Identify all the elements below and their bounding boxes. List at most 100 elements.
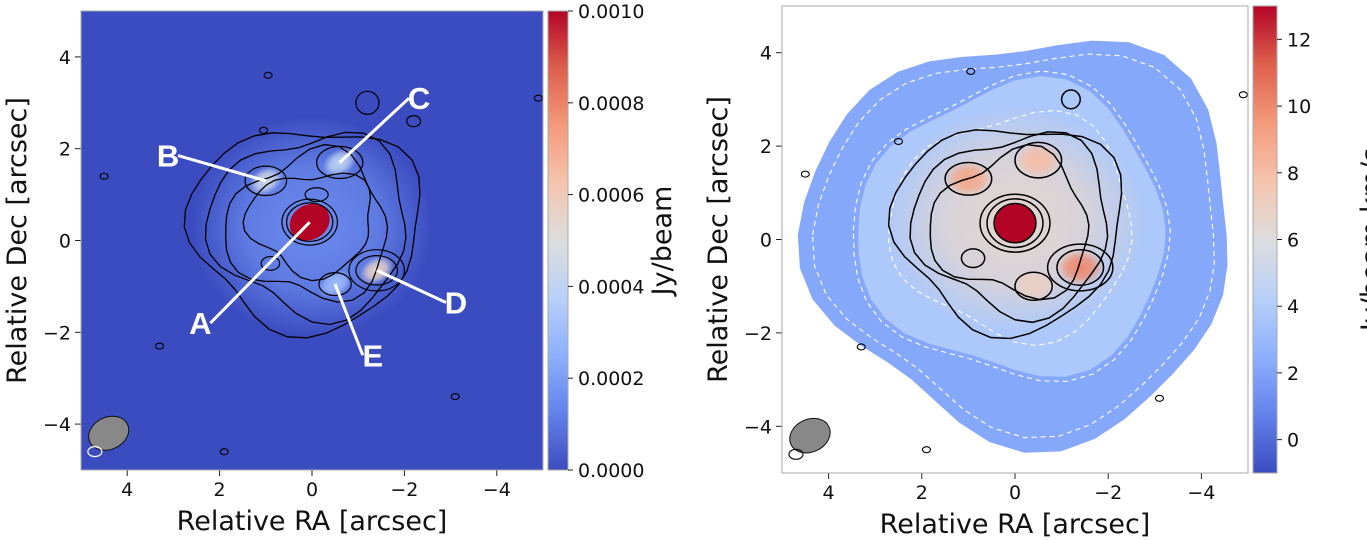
- left-noise-contour: [263, 71, 273, 79]
- left-ytick-label: 4: [59, 47, 71, 69]
- right-contour: [979, 193, 1051, 253]
- right-colorbar: [1252, 5, 1278, 474]
- left-ytick-label: 2: [59, 139, 71, 161]
- annotation-label-D: D: [445, 285, 467, 320]
- left-contour: [285, 202, 334, 243]
- left-contour: [355, 90, 380, 115]
- left-ytick-label: 0: [59, 231, 71, 253]
- right-noise-contour: [921, 446, 932, 454]
- left-contour: [204, 131, 407, 326]
- right-contour: [1046, 243, 1114, 292]
- left-contour: [242, 172, 372, 282]
- right-colorbar-tick-label: 4: [1287, 296, 1299, 318]
- right-xtick-label: −4: [1187, 482, 1215, 504]
- annotation-label-A: A: [189, 306, 211, 341]
- left-contour: [281, 198, 339, 246]
- left-colorbar-tick-label: 0.0010: [578, 1, 644, 23]
- left-beam: [88, 415, 130, 451]
- right-contour: [960, 248, 986, 269]
- right-beam-contour: [788, 448, 804, 460]
- right-contour: [1014, 141, 1063, 179]
- left-colorbar-label: Jy/beam: [647, 186, 678, 298]
- left-frame: [80, 10, 544, 471]
- right-ytick-label: 4: [760, 43, 772, 65]
- annotation-line-C: [338, 97, 411, 164]
- right-colorbar-tick-label: 6: [1287, 230, 1299, 252]
- right-colorbar-tick-label: 10: [1287, 96, 1311, 118]
- left-colorbar-tick-label: 0.0004: [578, 276, 644, 298]
- left-contour: [355, 255, 399, 286]
- left-colorbar: [547, 10, 569, 471]
- right-xtick-label: −2: [1094, 482, 1122, 504]
- left-contour: [406, 115, 422, 128]
- right-contour: [887, 129, 1123, 340]
- right-colorbar-tick-label: 2: [1287, 363, 1299, 385]
- right-ytick-label: 2: [760, 136, 772, 158]
- left-colorbar-tick-label: 0.0008: [578, 93, 644, 115]
- right-noise-contour: [800, 170, 810, 178]
- right-colorbar-tick-label: 12: [1287, 29, 1311, 51]
- left-contour: [304, 187, 329, 203]
- right-colorbar-tick-label: 8: [1287, 163, 1299, 185]
- right-contour: [1060, 89, 1081, 110]
- left-image: [81, 11, 543, 470]
- right-ylabel: Relative Dec [arcsec]: [703, 96, 734, 383]
- left-noise-contour: [533, 94, 543, 102]
- left-contour: [316, 145, 364, 180]
- right-contour: [909, 131, 1109, 324]
- left-colorbar-tick-label: 0.0002: [578, 368, 644, 390]
- right-contour: [929, 143, 1090, 301]
- right-ytick-label: −2: [744, 323, 772, 345]
- left-contour: [348, 249, 405, 292]
- left-colorbar-tick-label: 0.0000: [578, 460, 644, 482]
- left-xtick-label: 2: [214, 479, 226, 501]
- right-beam: [789, 417, 831, 454]
- left-contour: [225, 143, 389, 303]
- right-image: [782, 6, 1248, 473]
- annotation-label-E: E: [362, 338, 383, 373]
- annotation-label-B: B: [157, 139, 179, 174]
- left-ylabel: Relative Dec [arcsec]: [2, 97, 33, 384]
- left-ytick-label: −2: [43, 322, 71, 344]
- annotation-line-A: [209, 221, 311, 325]
- right-noise-contour: [856, 343, 866, 351]
- right-frame: [781, 5, 1249, 474]
- left-xtick-label: 4: [121, 479, 133, 501]
- right-feature: [1010, 268, 1057, 304]
- right-dashed-contour: [888, 109, 1133, 347]
- left-xlabel: Relative RA [arcsec]: [177, 506, 448, 537]
- left-ytick-label: −4: [43, 414, 71, 436]
- left-noise-contour: [154, 342, 165, 350]
- left-contour: [318, 272, 352, 297]
- left-noise-contour: [99, 172, 109, 180]
- right-colorbar-label: Jy/beam.km/s: [1356, 148, 1367, 333]
- right-xtick-label: 4: [823, 482, 835, 504]
- right-contour: [986, 198, 1044, 249]
- right-contour: [993, 202, 1037, 244]
- right-xtick-label: 2: [916, 482, 928, 504]
- right-dashed-contour: [852, 70, 1171, 382]
- left-beam-contour: [87, 446, 103, 458]
- right-noise-contour: [1154, 394, 1165, 402]
- right-noise-contour: [966, 67, 976, 75]
- annotation-line-B: [177, 154, 267, 183]
- annotation-line-E: [333, 283, 365, 356]
- left-colorbar-tick-label: 0.0006: [578, 185, 644, 207]
- right-xlabel: Relative RA [arcsec]: [880, 509, 1151, 540]
- right-contour: [1014, 271, 1054, 301]
- left-xtick-label: 0: [306, 479, 318, 501]
- right-ytick-label: −4: [744, 416, 772, 438]
- left-noise-contour: [258, 126, 269, 134]
- right-colorbar-tick-label: 0: [1287, 430, 1299, 452]
- right-noise-contour: [1238, 91, 1248, 99]
- annotation-label-C: C: [408, 81, 430, 116]
- right-noise-contour: [893, 137, 904, 145]
- right-contour: [944, 161, 993, 196]
- left-xtick-label: −4: [483, 479, 511, 501]
- left-xtick-label: −2: [390, 479, 418, 501]
- left-noise-contour: [219, 448, 229, 456]
- annotation-line-D: [376, 268, 447, 304]
- right-contour: [1056, 249, 1105, 287]
- left-contour: [260, 255, 281, 271]
